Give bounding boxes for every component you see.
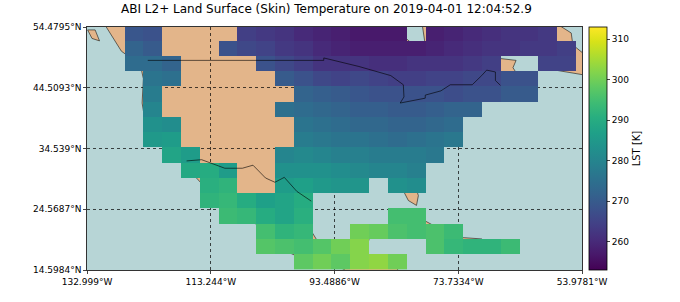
svg-text:280: 280	[612, 156, 629, 166]
svg-text:270: 270	[612, 196, 629, 206]
svg-text:310: 310	[612, 34, 629, 44]
svg-text:290: 290	[612, 115, 629, 125]
svg-text:53.9781°W: 53.9781°W	[557, 277, 608, 287]
svg-text:113.244°W: 113.244°W	[185, 277, 236, 287]
svg-text:54.4795°N: 54.4795°N	[33, 22, 81, 32]
svg-text:73.7334°W: 73.7334°W	[433, 277, 484, 287]
svg-text:24.5687°N: 24.5687°N	[33, 204, 81, 214]
svg-text:34.539°N: 34.539°N	[39, 144, 82, 154]
svg-text:44.5093°N: 44.5093°N	[33, 83, 81, 93]
svg-text:ABI L2+ Land Surface (Skin) Te: ABI L2+ Land Surface (Skin) Temperature …	[121, 2, 532, 16]
svg-text:260: 260	[612, 237, 629, 247]
svg-text:93.4886°W: 93.4886°W	[309, 277, 360, 287]
svg-text:LST [K]: LST [K]	[631, 131, 642, 167]
svg-text:14.5984°N: 14.5984°N	[33, 265, 81, 275]
svg-text:132.999°W: 132.999°W	[62, 277, 113, 287]
svg-text:300: 300	[612, 75, 629, 85]
